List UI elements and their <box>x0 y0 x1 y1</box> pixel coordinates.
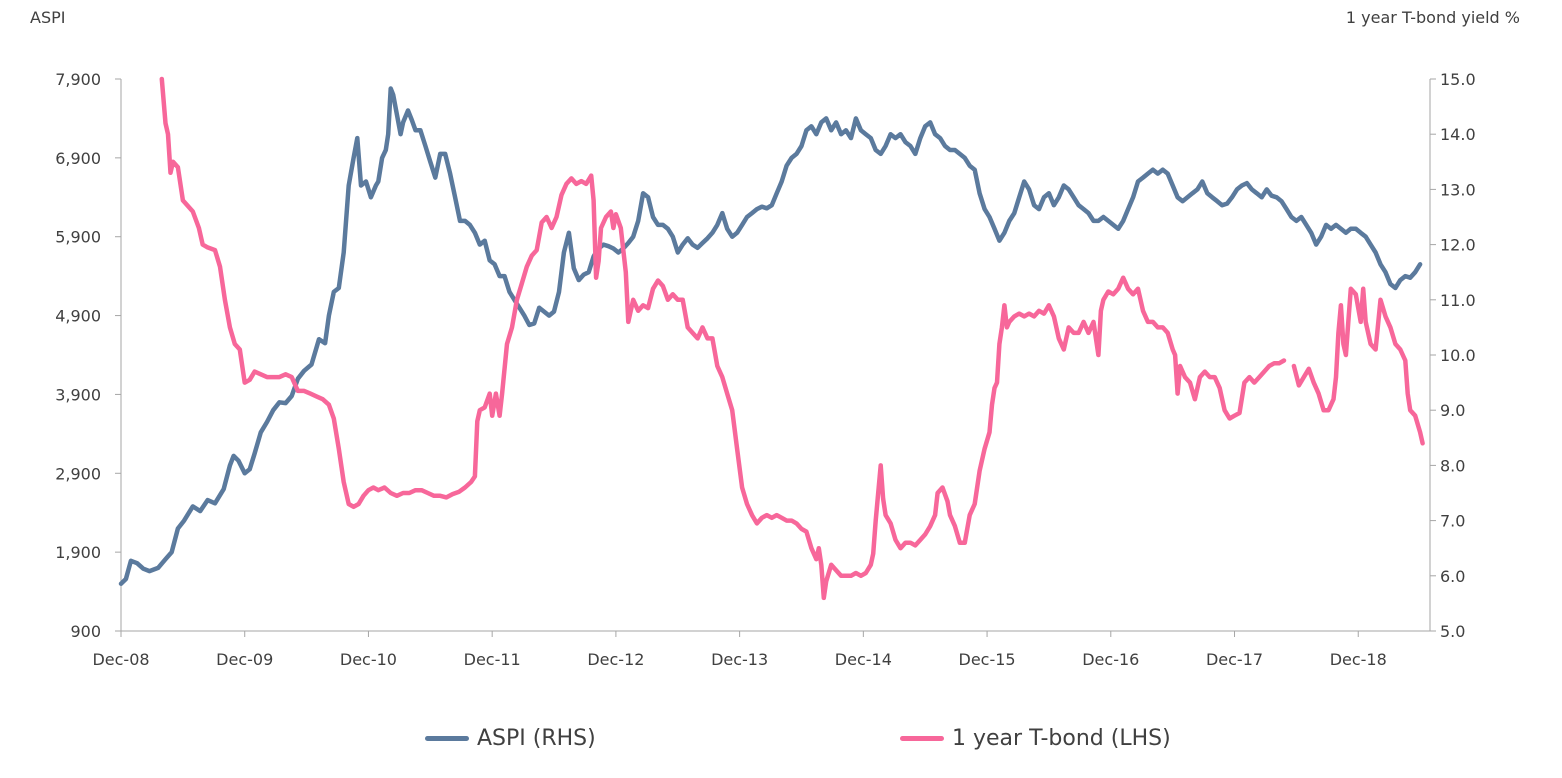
x-tick-label: Dec-14 <box>835 650 892 669</box>
left-tick-label: 7,900 <box>55 70 101 89</box>
x-tick-label: Dec-10 <box>340 650 397 669</box>
series-line-tbond <box>159 76 1425 601</box>
x-tick-label: Dec-08 <box>92 650 149 669</box>
right-tick-label: 14.0 <box>1440 125 1476 144</box>
right-tick-label: 13.0 <box>1440 180 1476 199</box>
left-tick-label: 1,900 <box>55 543 101 562</box>
right-tick-label: 12.0 <box>1440 236 1476 255</box>
x-tick-label: Dec-12 <box>587 650 644 669</box>
right-tick-label: 10.0 <box>1440 346 1476 365</box>
left-tick-label: 5,900 <box>55 228 101 247</box>
legend-label-aspi: ASPI (RHS) <box>477 725 596 751</box>
left-axis-title: ASPI <box>30 8 66 27</box>
right-tick-label: 9.0 <box>1440 401 1465 420</box>
left-tick-label: 3,900 <box>55 385 101 404</box>
right-tick-label: 7.0 <box>1440 512 1465 531</box>
legend-item-tbond: 1 year T-bond (LHS) <box>900 722 1171 754</box>
left-tick-label: 6,900 <box>55 149 101 168</box>
x-tick-label: Dec-15 <box>959 650 1016 669</box>
legend-label-tbond: 1 year T-bond (LHS) <box>952 725 1171 751</box>
series-line-aspi <box>118 86 1423 586</box>
x-tick-label: Dec-11 <box>464 650 521 669</box>
legend-swatch-tbond <box>900 735 944 741</box>
x-tick-label: Dec-17 <box>1206 650 1263 669</box>
left-tick-label: 4,900 <box>55 307 101 326</box>
right-tick-label: 6.0 <box>1440 567 1465 586</box>
series-lines <box>118 76 1425 601</box>
right-tick-label: 11.0 <box>1440 291 1476 310</box>
right-tick-label: 8.0 <box>1440 456 1465 475</box>
x-tick-label: Dec-18 <box>1330 650 1387 669</box>
right-tick-label: 5.0 <box>1440 622 1465 641</box>
legend-item-aspi: ASPI (RHS) <box>425 722 596 754</box>
axes: 900 1,900 2,900 3,900 4,900 5,900 6,900 7,900 5.… <box>55 70 1475 669</box>
right-axis-title: 1 year T-bond yield % <box>1345 8 1520 27</box>
legend-swatch-aspi <box>425 735 469 741</box>
left-tick-label: 2,900 <box>55 464 101 483</box>
right-tick-label: 15.0 <box>1440 70 1476 89</box>
x-tick-label: Dec-16 <box>1082 650 1139 669</box>
left-tick-label: 900 <box>70 622 101 641</box>
x-tick-label: Dec-09 <box>216 650 273 669</box>
x-tick-label: Dec-13 <box>711 650 768 669</box>
